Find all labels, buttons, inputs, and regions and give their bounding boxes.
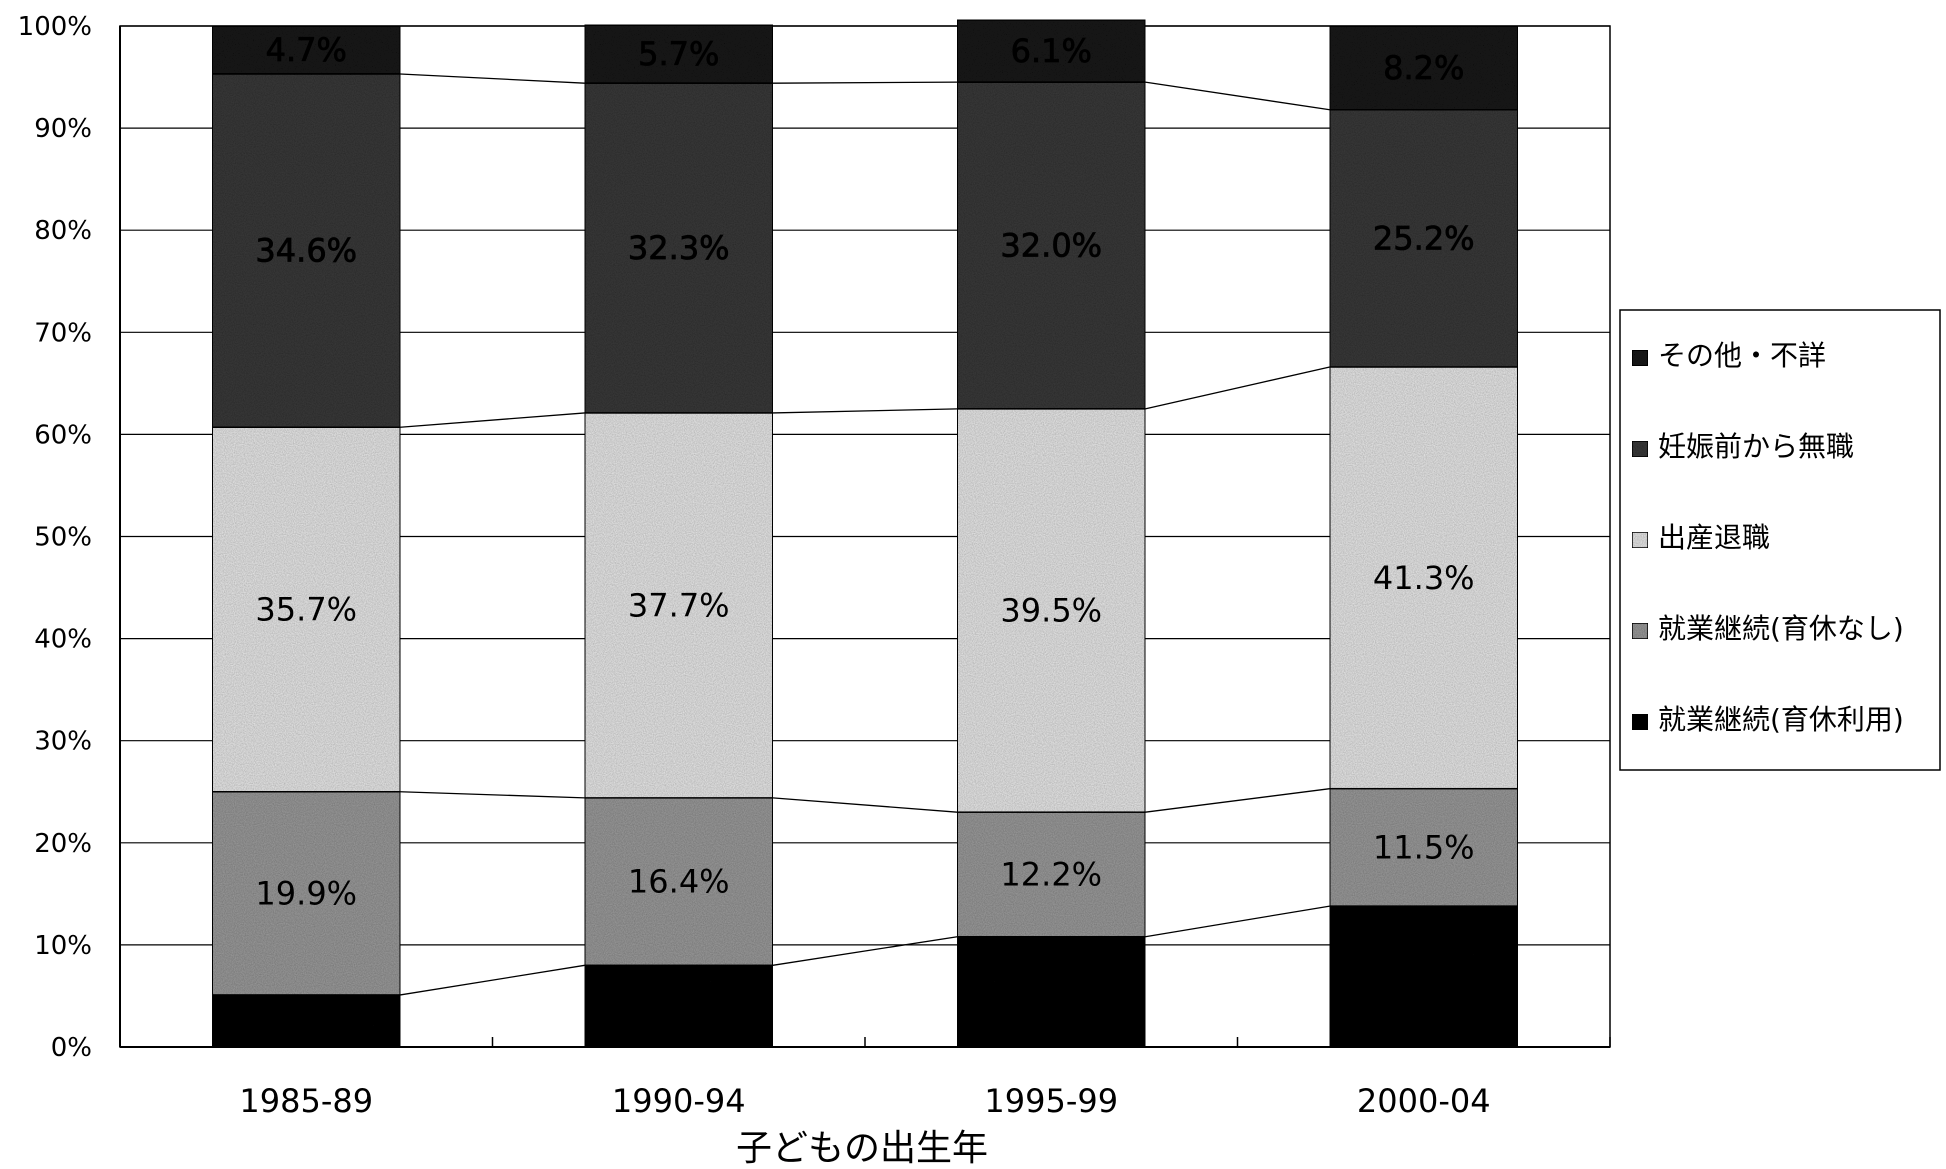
bar-segment-1990-94-s4 [584,24,774,84]
bar-segment-2000-04-s2 [1329,366,1519,790]
data-label: 19.9% [255,874,357,912]
x-axis-tick-labels: 1985-89 1990-94 1995-99 2000-04 [239,1082,1490,1120]
connector-line [400,73,585,84]
legend-swatch [1631,440,1649,458]
data-label: 4.7% [266,31,347,69]
connector-line [1145,905,1330,938]
connector-line [772,797,958,813]
x-tick-label: 1995-99 [984,1082,1118,1120]
bar-segment-1985-89-s4 [211,25,401,75]
connector-lines [400,73,1330,996]
y-tick-label: 80% [34,216,92,246]
y-tick-label: 10% [34,931,92,961]
y-tick-label: 30% [34,727,92,757]
legend-entry: 就業継続(育休なし) [1658,612,1904,645]
bar-segment-1985-89-s3 [211,73,401,429]
data-label: 5.1% [266,1002,347,1040]
y-tick-label: 40% [34,625,92,655]
data-label: 8.0% [638,987,719,1025]
y-tick-label: 70% [34,318,92,348]
data-label: 39.5% [1000,592,1102,630]
bar-segment-1995-99-s2 [956,408,1146,813]
data-label: 32.0% [1000,227,1102,265]
axes [119,26,1611,1048]
bar-segment-1985-89-s2 [211,426,401,793]
bar-segment-2000-04-s4 [1329,25,1519,111]
connector-line [400,964,585,996]
data-label: 35.7% [255,591,357,629]
connector-line [1145,366,1330,410]
data-label: 10.8% [1000,973,1102,1011]
connector-line [400,412,585,428]
data-label: 37.7% [628,586,730,624]
data-label: 25.2% [1373,219,1475,257]
data-label: 6.1% [1011,32,1092,70]
data-label: 16.4% [628,863,730,901]
data-labels: 5.1% 19.9% 35.7% 34.6% 4.7% 8.0% 16.4% 37.7% 32.… [255,31,1475,1041]
data-label: 13.8% [1373,958,1475,996]
legend-swatch [1631,622,1649,640]
bars [211,19,1519,1048]
bar-segment-1990-94-s1 [584,797,774,967]
data-label: 32.3% [628,229,730,267]
data-label: 8.2% [1383,49,1464,87]
data-label: 12.2% [1000,855,1102,893]
bar-segment-2000-04-s1 [1329,787,1519,907]
legend-swatch [1631,713,1649,731]
bar-segment-1995-99-s3 [956,81,1146,410]
bar-segment-1985-89-s1 [211,791,401,996]
y-axis-tick-labels: 0% 10% 20% 30% 40% 50% 60% 70% 80% 90% 100% [18,12,92,1063]
y-tick-label: 100% [18,12,92,42]
bar-segment-1995-99-s4 [956,19,1146,83]
connector-line [1145,81,1330,111]
legend-entry: 出産退職 [1658,521,1770,554]
x-tick-label: 1990-94 [612,1082,746,1120]
connector-line [772,936,958,966]
connector-line [400,791,585,799]
data-label: 34.6% [255,232,357,270]
x-tick-label: 2000-04 [1357,1082,1491,1120]
x-tick-label: 1985-89 [239,1082,373,1120]
legend-swatch [1631,349,1649,367]
y-tick-label: 20% [34,829,92,859]
y-tick-label: 50% [34,523,92,553]
connector-line [772,408,958,414]
data-label: 41.3% [1373,559,1475,597]
bar-segment-1995-99-s1 [956,811,1146,938]
legend-swatch [1631,531,1649,549]
legend-entry: 就業継続(育休利用) [1658,703,1904,736]
data-label: 5.7% [638,35,719,73]
bar-segment-1990-94-s2 [584,412,774,799]
y-tick-label: 60% [34,420,92,450]
y-tick-label: 90% [34,114,92,144]
connector-line [772,81,958,84]
x-axis-title: 子どもの出生年 [736,1128,988,1169]
bar-segment-2000-04-s0 [1329,905,1519,1048]
bar-segment-1985-89-s0 [211,994,401,1048]
bar-segment-2000-04-s3 [1329,108,1519,368]
connector-line [1145,788,1330,813]
bar-segment-1990-94-s3 [584,82,774,414]
y-tick-label: 0% [51,1033,92,1063]
legend-box [1619,309,1941,771]
legend-entry: その他・不詳 [1658,339,1826,372]
bar-segment-1995-99-s0 [956,935,1146,1048]
data-label: 11.5% [1373,828,1475,866]
legend-entry: 妊娠前から無職 [1658,430,1854,463]
